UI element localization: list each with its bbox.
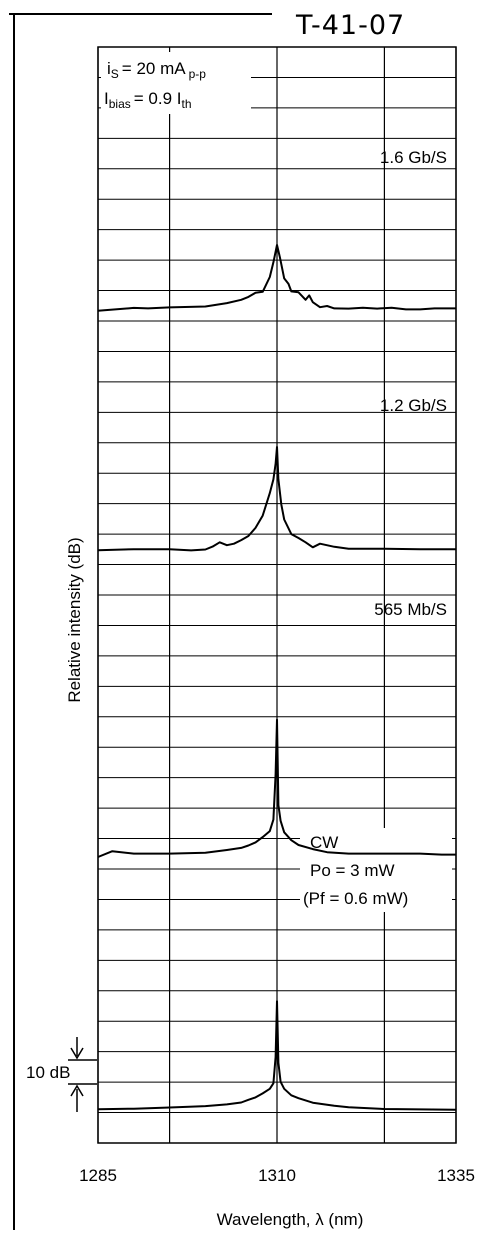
condition-ibias: Ibias = 0.9 Ith bbox=[104, 89, 192, 111]
scale-bar-label: 10 dB bbox=[26, 1063, 70, 1082]
y-axis-label: Relative intensity (dB) bbox=[65, 537, 84, 702]
panel-label: (Pf = 0.6 mW) bbox=[303, 889, 408, 908]
spectrum-line bbox=[97, 244, 456, 312]
spectrum-line bbox=[97, 446, 456, 552]
panel-label: 565 Mb/S bbox=[374, 600, 447, 619]
x-tick-label: 1285 bbox=[79, 1166, 117, 1185]
scale-bar: 10 dB bbox=[26, 1037, 97, 1112]
cw-label-background bbox=[300, 828, 452, 912]
x-tick-label: 1310 bbox=[258, 1166, 296, 1185]
conditions-background bbox=[101, 52, 251, 114]
spectrum-line bbox=[97, 1000, 457, 1111]
panel-label: 1.6 Gb/S bbox=[380, 148, 447, 167]
condition-is: iS = 20 mA p-p bbox=[107, 59, 206, 81]
panel-label: 1.2 Gb/S bbox=[380, 396, 447, 415]
x-axis-label: Wavelength, λ (nm) bbox=[217, 1210, 364, 1229]
grid bbox=[97, 46, 457, 1144]
document-id: T-41-07 bbox=[296, 10, 406, 41]
plot-area: 1285 1310 1335 1.6 Gb/S 1.2 Gb/S 565 Mb/S CW Po… bbox=[79, 46, 475, 1185]
panel-label: Po = 3 mW bbox=[310, 861, 395, 880]
plot-border bbox=[97, 46, 457, 1144]
panel-label: CW bbox=[310, 833, 338, 852]
x-tick-label: 1335 bbox=[437, 1166, 475, 1185]
spectrum-line bbox=[97, 718, 456, 858]
